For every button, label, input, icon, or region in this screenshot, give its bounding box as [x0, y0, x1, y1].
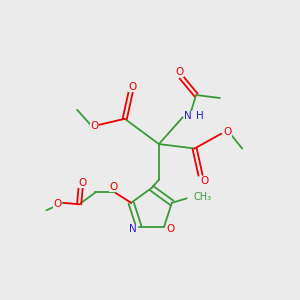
Text: H: H [196, 111, 204, 121]
Text: CH₃: CH₃ [194, 192, 212, 202]
Text: O: O [223, 127, 231, 137]
Text: O: O [201, 176, 209, 186]
Text: O: O [176, 67, 184, 77]
Text: N: N [129, 224, 137, 234]
Text: O: O [90, 121, 98, 131]
Text: O: O [53, 199, 62, 209]
Text: N: N [184, 111, 192, 121]
Text: O: O [166, 224, 174, 234]
Text: O: O [109, 182, 117, 192]
Text: O: O [78, 178, 86, 188]
Text: O: O [128, 82, 136, 92]
